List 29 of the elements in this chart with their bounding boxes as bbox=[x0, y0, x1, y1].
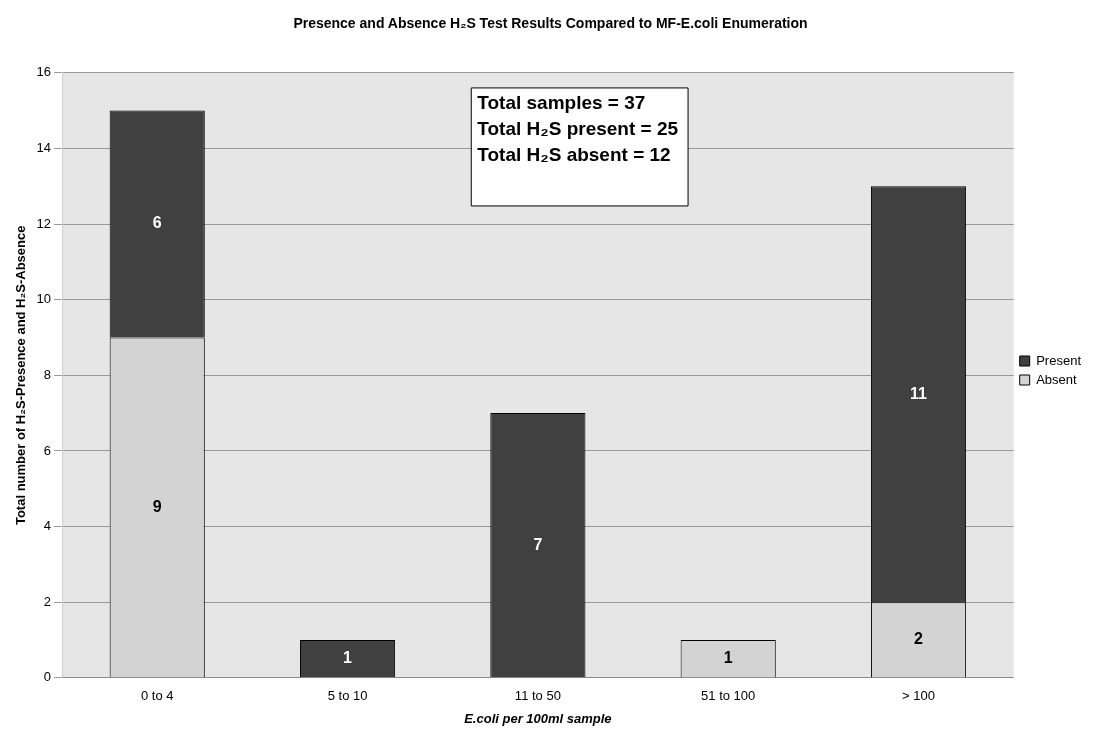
legend-label: Absent bbox=[1036, 371, 1078, 387]
data-label: 9 bbox=[152, 497, 162, 515]
y-tick-label: 16 bbox=[36, 64, 52, 80]
legend-label: Present bbox=[1036, 352, 1082, 368]
y-axis-title: Total number of H₂S-Presence and H₂S-Absence bbox=[13, 225, 29, 526]
annotation: Total H₂S present = 25 bbox=[477, 118, 679, 140]
y-tick-label: 4 bbox=[43, 518, 52, 534]
data-label: 7 bbox=[533, 535, 543, 553]
x-axis-title: E.coli per 100ml sample bbox=[464, 710, 612, 726]
x-tick-label: 11 to 50 bbox=[514, 688, 561, 704]
x-tick-label: 51 to 100 bbox=[701, 688, 756, 704]
data-label: 2 bbox=[914, 630, 924, 648]
y-tick-label: 0 bbox=[43, 669, 52, 685]
x-tick-label: 0 to 4 bbox=[140, 688, 174, 704]
y-tick-label: 8 bbox=[43, 366, 52, 382]
y-tick-label: 12 bbox=[36, 215, 52, 231]
data-label: 6 bbox=[152, 214, 162, 232]
x-tick-label: 5 to 10 bbox=[327, 688, 368, 704]
chart-title: Presence and Absence H₂S Test Results Compared to MF-E.coli Enumeration bbox=[293, 15, 808, 32]
data-label: 11 bbox=[910, 384, 928, 402]
y-tick-label: 2 bbox=[43, 593, 52, 609]
x-tick-label: > 100 bbox=[902, 688, 935, 704]
data-label: 1 bbox=[723, 649, 733, 667]
y-tick-label: 10 bbox=[36, 291, 52, 307]
data-label: 1 bbox=[343, 649, 353, 667]
y-tick-label: 6 bbox=[43, 442, 52, 458]
annotation: Total H₂S absent = 12 bbox=[477, 144, 671, 166]
annotation: Total samples = 37 bbox=[477, 92, 646, 114]
y-tick-label: 14 bbox=[36, 140, 52, 155]
